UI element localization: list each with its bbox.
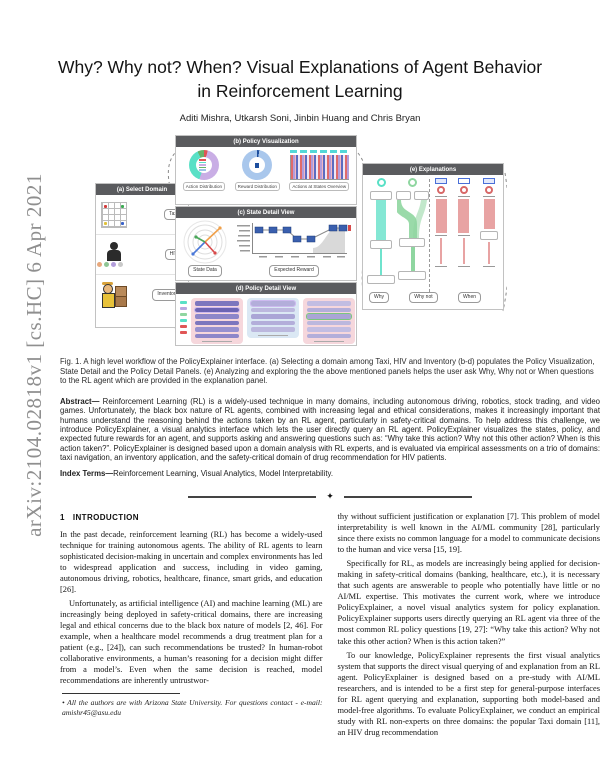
panel-policy-visualization: (b) Policy Visualization Action Distribu… — [175, 135, 357, 205]
domain-row-inventory: Inventory — [96, 275, 188, 315]
state-radar-chart — [183, 220, 227, 264]
panel-policy-visualization-title: (b) Policy Visualization — [176, 136, 356, 147]
intro-paragraph-2: Unfortunately, as artificial intelligenc… — [60, 598, 323, 686]
whynot-button: Why not — [409, 291, 438, 303]
why-flow-line — [380, 249, 382, 275]
abstract-text: Reinforcement Learning (RL) is a widely-… — [60, 397, 600, 463]
figure-1: (a) Select Domain Taxi HIV — [95, 133, 507, 354]
expected-reward-chart — [237, 223, 351, 258]
panel-explanations: (e) Explanations — [362, 163, 504, 310]
panel-policy-detail-title: (d) Policy Detail View — [176, 283, 356, 294]
whynot-sankey — [397, 200, 427, 238]
right-column: thy without sufficient justification or … — [338, 511, 600, 769]
two-column-body: 1 INTRODUCTION In the past decade, reinfo… — [60, 511, 600, 769]
warehouse-worker-icon — [101, 282, 127, 308]
actions-states-overview-chart: Actions at States Overview — [289, 150, 350, 192]
section-number: 1 — [60, 513, 65, 522]
title-line-1: Why? Why not? When? Visual Explanations … — [57, 57, 543, 77]
index-terms-text: Reinforcement Learning, Visual Analytics… — [113, 469, 334, 478]
patient-icon — [97, 241, 127, 268]
explanations-divider — [429, 179, 430, 302]
authors: Aditi Mishra, Utkarsh Soni, Jinbin Huang… — [179, 113, 421, 124]
reward-distribution-donut — [242, 150, 273, 180]
intro-paragraph-4: Specifically for RL, as models are incre… — [337, 559, 600, 646]
panel-select-domain: (a) Select Domain Taxi HIV — [95, 183, 189, 328]
paper-title: Why? Why not? When? Visual Explanations … — [30, 56, 570, 103]
domain-row-taxi: Taxi — [96, 195, 188, 235]
why-button: Why — [369, 291, 389, 303]
when-chart-2 — [457, 178, 470, 267]
whynot-explanation-flow — [395, 178, 429, 280]
index-terms-label: Index Terms— — [60, 469, 114, 478]
figure-caption: Fig. 1. A high level workflow of the Pol… — [60, 357, 595, 385]
left-column: 1 INTRODUCTION In the past decade, reinfo… — [60, 511, 323, 769]
intro-paragraph-5: To our knowledge, PolicyExplainer repres… — [337, 650, 600, 737]
footnote-rule — [62, 693, 180, 695]
panel-policy-detail: (d) Policy Detail View — [175, 282, 357, 346]
domain-row-hiv: HIV — [96, 235, 188, 275]
actions-overview-label: Actions at States Overview — [289, 182, 350, 192]
whynot-flow-line — [411, 247, 415, 271]
action-distribution-chart: Action Distribution — [182, 150, 226, 192]
intro-paragraph-1: In the past decade, reinforcement learni… — [60, 529, 323, 594]
index-terms: Index Terms—Reinforcement Learning, Visu… — [60, 469, 600, 478]
state-data-button: State Data — [188, 265, 222, 277]
action-distribution-label: Action Distribution — [182, 182, 226, 192]
whynot-action-icon — [407, 178, 417, 187]
expected-reward-button: Expected Reward — [269, 265, 319, 277]
actions-overview-top-marks — [290, 150, 349, 153]
action-distribution-donut — [188, 150, 219, 180]
section-divider: ✦ — [60, 492, 600, 502]
when-button: When — [457, 291, 481, 303]
drug-dots-icon — [97, 261, 123, 267]
panel-explanations-title: (e) Explanations — [363, 164, 503, 175]
when-chart-1 — [435, 178, 447, 267]
policy-state-group-3 — [303, 298, 355, 344]
reward-distribution-chart: Reward Distribution — [234, 150, 280, 192]
taxi-grid-icon — [101, 201, 127, 228]
diamond-ornament: ✦ — [326, 492, 334, 502]
why-action-icon — [376, 178, 386, 187]
policy-state-group-2 — [247, 298, 299, 338]
actions-overview-bars — [289, 155, 349, 180]
panel-state-detail-title: (c) State Detail View — [176, 207, 356, 218]
title-line-2: in Reinforcement Learning — [197, 80, 403, 101]
why-explanation-flow — [367, 178, 395, 284]
policy-detail-legend — [180, 298, 187, 334]
section-title: INTRODUCTION — [72, 513, 139, 522]
panel-select-domain-title: (a) Select Domain — [96, 184, 188, 195]
reward-distribution-label: Reward Distribution — [234, 182, 280, 192]
policy-state-group-1 — [191, 298, 243, 344]
arxiv-watermark: arXiv:2104.02818v1 [cs.HC] 6 Apr 2021 — [22, 173, 46, 537]
abstract: Abstract— Reinforcement Learning (RL) is… — [60, 397, 600, 462]
section-heading-introduction: 1 INTRODUCTION — [60, 513, 323, 524]
panel-state-detail: (c) State Detail View — [175, 206, 357, 281]
abstract-label: Abstract— — [60, 397, 100, 406]
when-chart-3 — [480, 178, 498, 267]
author-footnote: • All the authors are with Arizona State… — [62, 698, 323, 718]
intro-paragraph-3: thy without sufficient justification or … — [337, 512, 600, 555]
when-explanation-charts — [433, 178, 500, 267]
why-sankey — [376, 200, 386, 240]
